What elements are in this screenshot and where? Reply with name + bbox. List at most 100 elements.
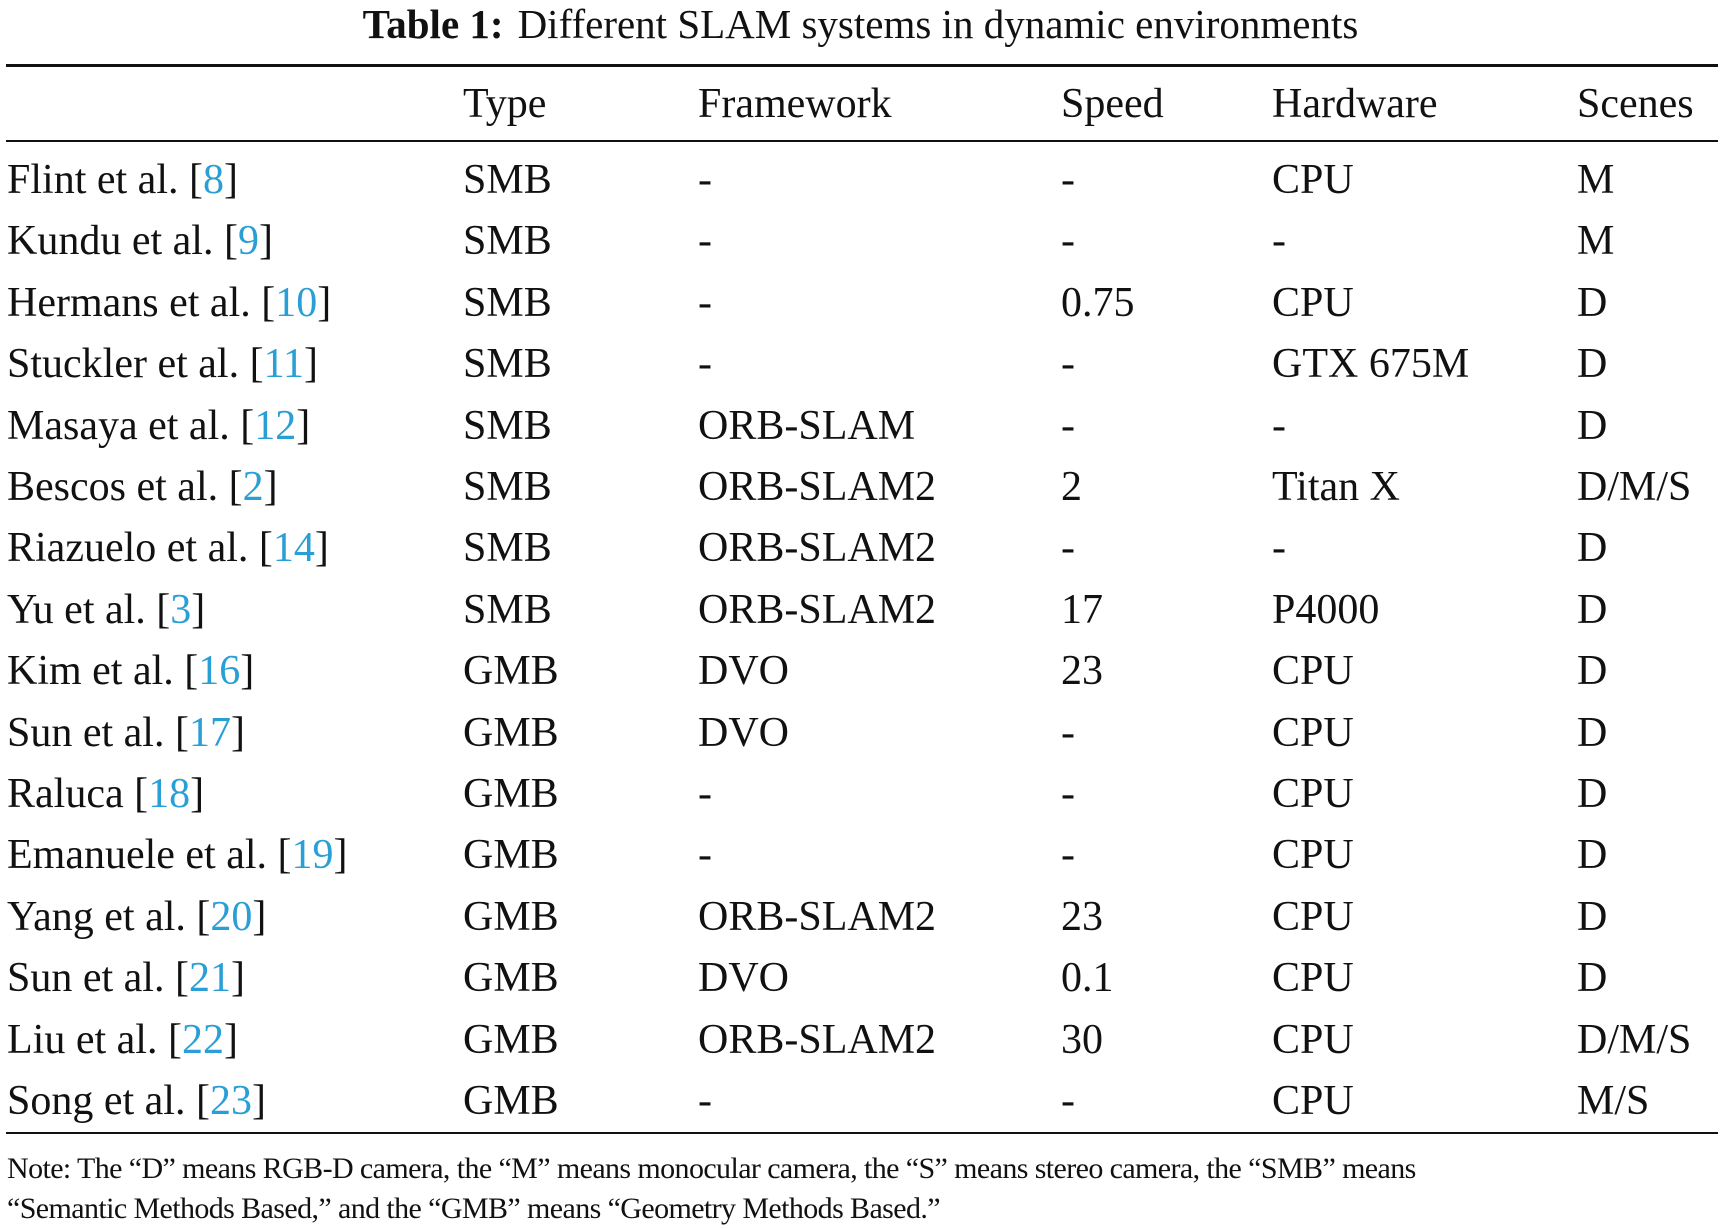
header-framework: Framework (698, 81, 892, 127)
citation-link[interactable]: 9 (237, 218, 259, 265)
method-name: Stuckler et al. [ (7, 341, 264, 388)
cell-framework: ORB-SLAM2 (698, 1016, 937, 1063)
table-row: Bescos et al. [2] SMB ORB-SLAM2 2 Titan X D/M… (0, 457, 1721, 518)
bracket-close: ] (230, 955, 245, 1002)
method-name: Liu et al. [ (7, 1016, 182, 1063)
cell-hardware: P4000 (1272, 586, 1380, 633)
cell-type: SMB (463, 279, 552, 326)
cell-speed: - (1061, 709, 1075, 756)
citation-link[interactable]: 2 (242, 464, 264, 510)
cell-speed: 23 (1061, 893, 1103, 940)
cell-method: Hermans et al. [10] (7, 273, 331, 334)
cell-speed: - (1061, 771, 1075, 817)
cell-type: SMB (463, 218, 552, 265)
cell-speed: 0.1 (1061, 955, 1114, 1002)
cell-type: GMB (463, 1078, 559, 1124)
citation-link[interactable]: 3 (170, 586, 192, 633)
header-speed: Speed (1061, 81, 1164, 127)
cell-scenes: D/M/S (1577, 464, 1692, 510)
cell-scenes: D (1577, 648, 1608, 695)
cell-speed: - (1061, 402, 1075, 449)
cell-hardware: CPU (1272, 832, 1354, 879)
cell-hardware: CPU (1272, 893, 1354, 940)
cell-hardware: CPU (1272, 709, 1354, 756)
table-header: Type Framework Speed Hardware Scenes (0, 74, 1721, 135)
cell-scenes: D (1577, 279, 1608, 326)
bracket-close: ] (252, 893, 267, 940)
header-rule (6, 140, 1718, 142)
citation-link[interactable]: 22 (181, 1016, 224, 1063)
cell-scenes: D (1577, 893, 1608, 940)
header-scenes: Scenes (1577, 81, 1694, 127)
method-name: Raluca [ (7, 771, 149, 817)
cell-scenes: D (1577, 709, 1608, 756)
cell-speed: - (1061, 832, 1075, 879)
cell-hardware: CPU (1272, 157, 1354, 203)
cell-framework: - (698, 341, 712, 388)
cell-hardware: - (1272, 218, 1286, 265)
bracket-close: ] (263, 464, 278, 510)
cell-type: GMB (463, 955, 559, 1002)
cell-method: Riazuelo et al. [14] (7, 518, 329, 579)
cell-speed: 30 (1061, 1016, 1103, 1063)
cell-framework: ORB-SLAM2 (698, 464, 937, 510)
cell-speed: - (1061, 341, 1075, 388)
cell-method: Kundu et al. [9] (7, 211, 273, 272)
cell-scenes: D (1577, 525, 1608, 572)
cell-type: GMB (463, 893, 559, 940)
cell-type: GMB (463, 1016, 559, 1063)
caption-text: Different SLAM systems in dynamic enviro… (517, 1, 1359, 47)
bracket-close: ] (304, 341, 319, 388)
header-type: Type (463, 81, 547, 127)
table-row: Kundu et al. [9] SMB - - - M (0, 211, 1721, 272)
cell-method: Bescos et al. [2] (7, 457, 278, 518)
cell-scenes: D (1577, 586, 1608, 633)
cell-method: Song et al. [23] (7, 1071, 266, 1132)
cell-type: SMB (463, 464, 552, 510)
cell-type: SMB (463, 586, 552, 633)
table-note: Note: The “D” means RGB-D camera, the “M… (7, 1149, 1719, 1229)
cell-scenes: D/M/S (1577, 1016, 1692, 1063)
table-row: Yu et al. [3] SMB ORB-SLAM2 17 P4000 D (0, 580, 1721, 641)
cell-scenes: M/S (1577, 1078, 1650, 1124)
cell-framework: DVO (698, 648, 789, 695)
cell-framework: - (698, 771, 712, 817)
cell-type: GMB (463, 709, 559, 756)
bracket-close: ] (296, 402, 311, 449)
citation-link[interactable]: 23 (209, 1078, 252, 1124)
cell-hardware: CPU (1272, 1016, 1354, 1063)
citation-link[interactable]: 20 (210, 893, 253, 940)
citation-link[interactable]: 18 (148, 771, 191, 817)
table-caption: Table 1: Different SLAM systems in dynami… (0, 0, 1721, 48)
cell-hardware: Titan X (1272, 464, 1400, 510)
citation-link[interactable]: 17 (188, 709, 231, 756)
cell-method: Flint et al. [8] (7, 150, 238, 211)
cell-hardware: - (1272, 402, 1286, 449)
cell-type: GMB (463, 771, 559, 817)
cell-framework: - (698, 832, 712, 879)
citation-link[interactable]: 16 (198, 648, 241, 695)
cell-scenes: D (1577, 832, 1608, 879)
cell-scenes: M (1577, 218, 1615, 265)
table-row: Riazuelo et al. [14] SMB ORB-SLAM2 - - D (0, 518, 1721, 579)
citation-link[interactable]: 8 (202, 157, 224, 203)
table-row: Stuckler et al. [11] SMB - - GTX 675M D (0, 334, 1721, 395)
cell-framework: ORB-SLAM2 (698, 586, 937, 633)
cell-framework: - (698, 157, 712, 203)
cell-framework: ORB-SLAM2 (698, 893, 937, 940)
citation-link[interactable]: 21 (188, 955, 231, 1002)
bracket-close: ] (314, 525, 329, 572)
table-row: Kim et al. [16] GMB DVO 23 CPU D (0, 641, 1721, 702)
table-row: Hermans et al. [10] SMB - 0.75 CPU D (0, 273, 1721, 334)
cell-framework: - (698, 218, 712, 265)
citation-link[interactable]: 14 (272, 525, 315, 572)
citation-link[interactable]: 11 (263, 341, 305, 388)
table-row: Sun et al. [17] GMB DVO - CPU D (0, 703, 1721, 764)
citation-link[interactable]: 12 (254, 402, 297, 449)
citation-link[interactable]: 10 (275, 279, 318, 326)
table-row: Emanuele et al. [19] GMB - - CPU D (0, 825, 1721, 886)
table-row: Liu et al. [22] GMB ORB-SLAM2 30 CPU D/M/S (0, 1010, 1721, 1071)
citation-link[interactable]: 19 (291, 832, 334, 879)
cell-type: SMB (463, 157, 552, 203)
method-name: Masaya et al. [ (7, 402, 255, 449)
